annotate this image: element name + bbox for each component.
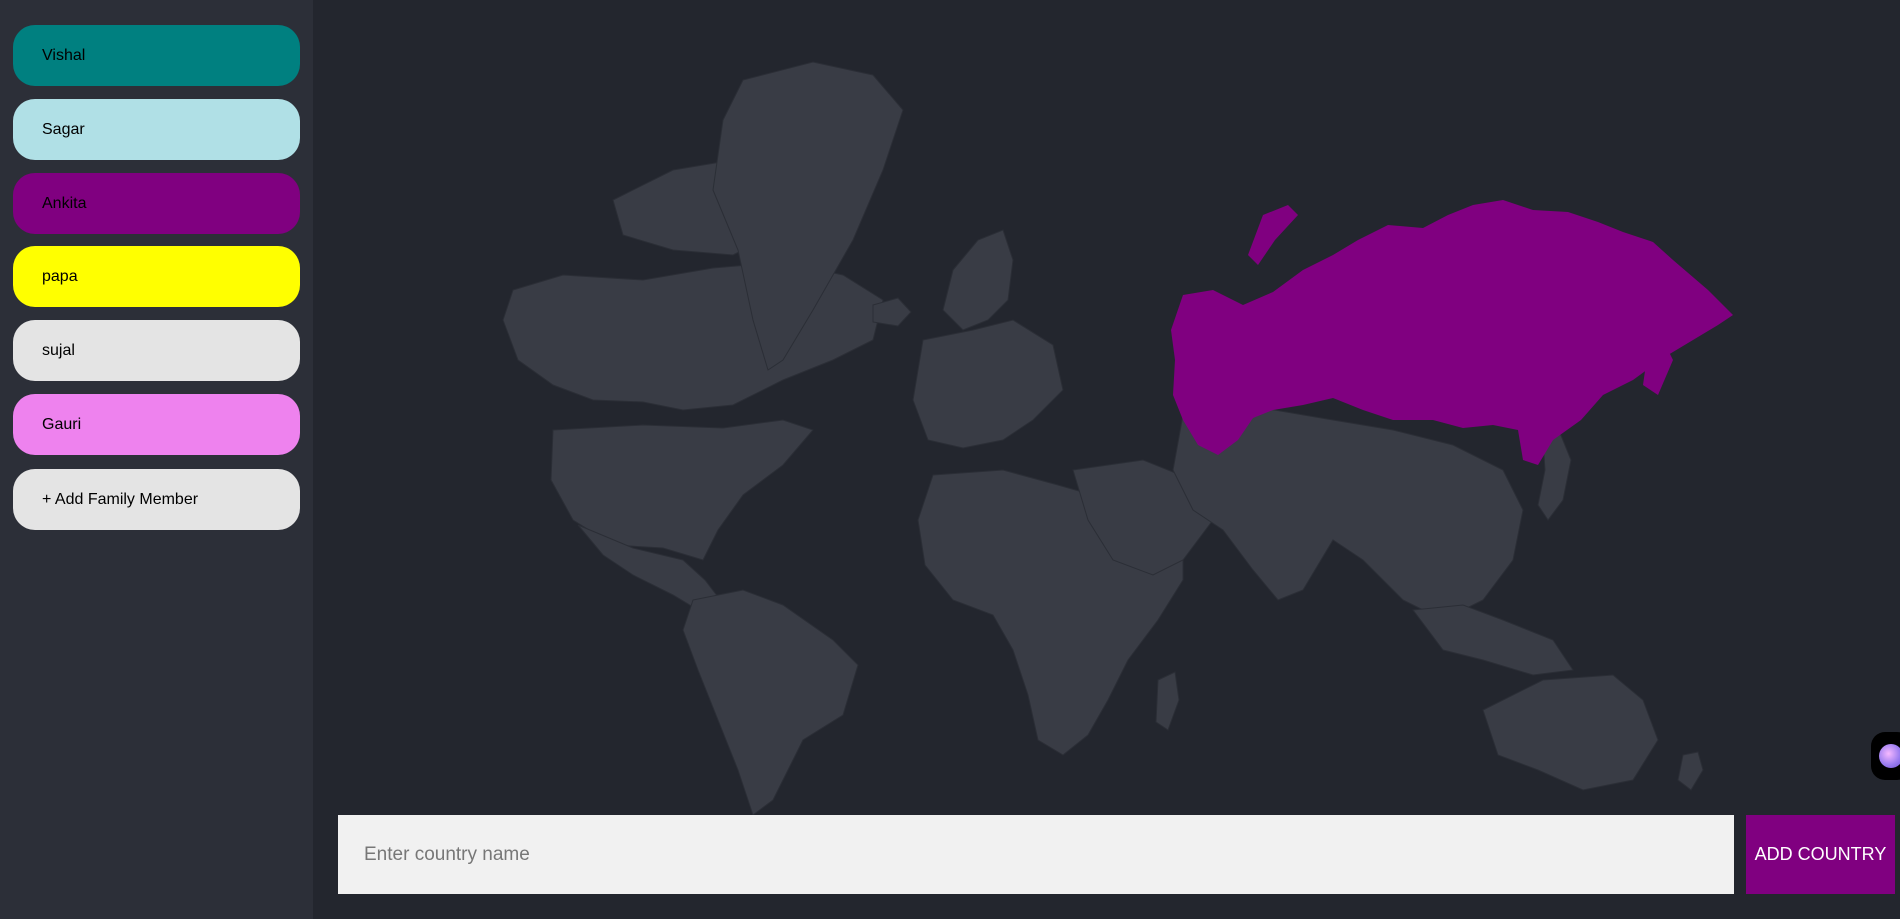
member-name: Vishal xyxy=(42,46,86,64)
assistant-icon xyxy=(1879,744,1900,768)
country-new-zealand[interactable] xyxy=(1677,751,1704,791)
country-norway-sweden[interactable] xyxy=(942,229,1014,331)
russia-kamchatka xyxy=(1643,340,1673,395)
country-usa[interactable] xyxy=(550,419,814,561)
member-sujal[interactable]: sujal xyxy=(13,320,300,381)
russia-novaya-zemlya xyxy=(1248,205,1298,265)
country-iceland[interactable] xyxy=(872,297,912,327)
middle-east-region xyxy=(1072,459,1214,576)
member-name: Gauri xyxy=(42,415,82,433)
add-member-label: + Add Family Member xyxy=(42,490,199,508)
country-madagascar[interactable] xyxy=(1155,671,1180,731)
member-gauri[interactable]: Gauri xyxy=(13,394,300,455)
map-area xyxy=(313,0,1900,919)
add-country-button[interactable]: ADD COUNTRY xyxy=(1746,815,1895,894)
world-map xyxy=(502,61,1733,815)
member-name: Ankita xyxy=(42,194,87,212)
member-name: sujal xyxy=(42,341,75,359)
member-name: Sagar xyxy=(42,120,85,138)
member-ankita[interactable]: Ankita xyxy=(13,173,300,234)
add-family-member-button[interactable]: + Add Family Member xyxy=(13,469,300,530)
member-sagar[interactable]: Sagar xyxy=(13,99,300,160)
member-name: papa xyxy=(42,267,78,285)
member-papa[interactable]: papa xyxy=(13,246,300,307)
europe-region xyxy=(912,319,1064,449)
country-greenland[interactable] xyxy=(712,61,904,371)
country-russia[interactable] xyxy=(1171,200,1733,465)
country-australia[interactable] xyxy=(1482,674,1659,791)
country-brazil[interactable] xyxy=(682,589,859,815)
extension-launcher-tab[interactable] xyxy=(1871,732,1900,780)
member-vishal[interactable]: Vishal xyxy=(13,25,300,86)
family-sidebar: Vishal Sagar Ankita papa sujal Gauri + A… xyxy=(0,0,313,919)
country-name-input[interactable] xyxy=(338,815,1734,894)
southeast-asia-islands xyxy=(1412,604,1574,676)
